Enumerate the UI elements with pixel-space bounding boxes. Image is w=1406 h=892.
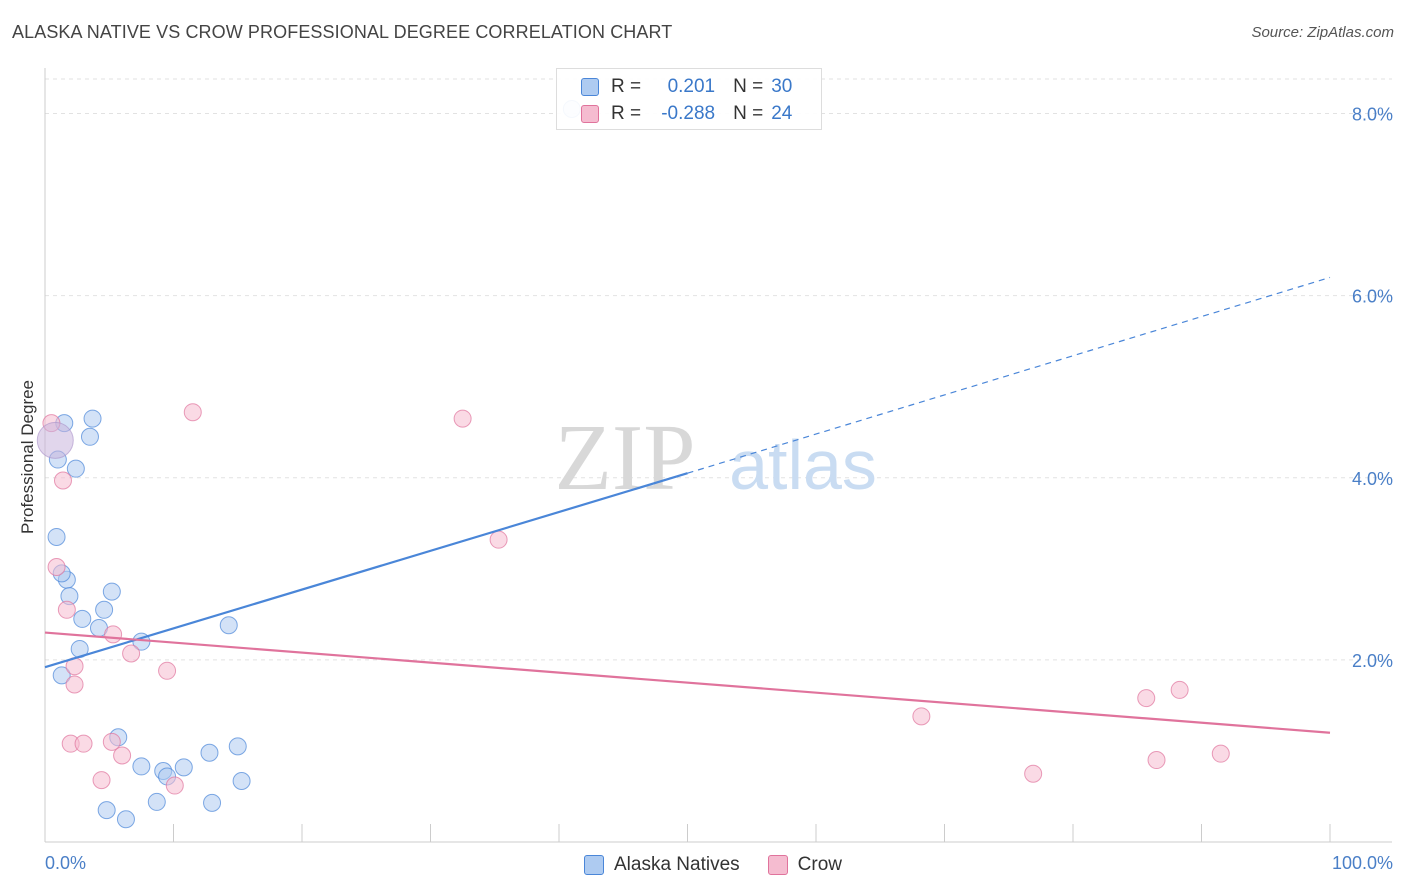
data-point-alaska-natives[interactable] [66, 459, 85, 478]
data-point-alaska-natives[interactable] [116, 810, 135, 829]
stats-swatch-alaska-natives [581, 78, 599, 96]
data-point-crow[interactable] [158, 661, 177, 680]
data-point-crow[interactable] [912, 707, 931, 726]
tick-label-layer: 2.0% 4.0% 6.0% 8.0% 0.0% 100.0% [45, 105, 1393, 873]
trendline-alaska-natives-extension [687, 276, 1331, 474]
legend-swatch-crow [767, 855, 788, 875]
data-point-crow[interactable] [453, 409, 472, 428]
trendline-alaska-natives [44, 472, 688, 669]
legend-label-crow: Crow [797, 854, 843, 875]
r-label: R = [611, 76, 642, 97]
trend-layer [44, 276, 1331, 734]
data-point-alaska-natives[interactable] [203, 793, 222, 812]
grid-layer [45, 78, 1392, 661]
data-point-crow[interactable] [113, 746, 132, 765]
data-point-alaska-natives[interactable] [132, 757, 151, 776]
data-point-alaska-natives[interactable] [102, 582, 121, 601]
stats-row-crow: R = -0.288 N = 24 [581, 102, 792, 126]
data-point-alaska-natives[interactable] [73, 609, 92, 628]
data-point-alaska-natives[interactable] [83, 409, 102, 428]
data-point-crow[interactable] [1170, 680, 1189, 699]
correlation-stats-box: R = 0.201 N = 30 R = -0.288 N = 24 [556, 68, 822, 130]
data-point-crow[interactable] [122, 644, 141, 663]
r-value: 0.201 [667, 76, 716, 97]
data-point-crow[interactable] [74, 734, 93, 753]
data-point-crow[interactable] [53, 471, 72, 490]
data-point-crow[interactable] [1147, 751, 1166, 770]
data-point-crow[interactable] [1211, 744, 1230, 763]
x-tick-label-min: 0.0% [45, 853, 86, 873]
data-point-crow[interactable] [489, 530, 508, 549]
data-point-alaska-natives[interactable] [174, 758, 193, 777]
watermark-atlas: atlas [729, 426, 877, 504]
data-point-crow[interactable] [183, 403, 202, 422]
points-layer [36, 99, 1230, 829]
data-point-alaska-natives[interactable] [232, 771, 251, 790]
chart-title: ALASKA NATIVE VS CROW PROFESSIONAL DEGRE… [12, 22, 673, 42]
data-point-crow[interactable] [104, 625, 123, 644]
data-point-crow[interactable] [65, 675, 84, 694]
data-point-alaska-natives[interactable] [228, 737, 247, 756]
data-point-alaska-natives[interactable] [219, 616, 238, 635]
data-point-alaska-natives[interactable] [97, 801, 116, 820]
data-point-crow[interactable] [165, 776, 184, 795]
data-point-crow[interactable] [1024, 764, 1043, 783]
data-point-alaska-natives[interactable] [95, 600, 114, 619]
y-tick-label: 6.0% [1352, 287, 1393, 307]
data-point-crow[interactable] [92, 771, 111, 790]
legend-item-crow[interactable]: Crow [767, 854, 843, 876]
legend: Alaska Natives Crow [584, 853, 870, 877]
x-tick-label-max: 100.0% [1332, 853, 1393, 873]
n-value: 30 [771, 76, 793, 97]
data-point-crow[interactable] [47, 558, 66, 577]
data-point-cluster[interactable] [36, 421, 74, 459]
r-value: -0.288 [661, 103, 716, 124]
data-point-alaska-natives[interactable] [47, 527, 66, 546]
stats-swatch-crow [581, 105, 599, 123]
watermark: ZIP atlas [555, 406, 877, 510]
stats-row-alaska-natives: R = 0.201 N = 30 [581, 75, 792, 99]
y-tick-label: 8.0% [1352, 105, 1393, 125]
n-label: N = [733, 76, 764, 97]
y-tick-label: 2.0% [1352, 651, 1393, 671]
legend-label-alaska-natives: Alaska Natives [614, 854, 740, 875]
axis-layer [44, 68, 1392, 843]
trendline-crow [44, 631, 1331, 734]
data-point-crow[interactable] [57, 600, 76, 619]
data-point-alaska-natives[interactable] [52, 666, 71, 685]
n-value: 24 [771, 103, 793, 124]
data-point-crow[interactable] [1137, 689, 1156, 708]
watermark-zip: ZIP [555, 406, 696, 510]
n-label: N = [733, 103, 764, 124]
legend-item-alaska-natives[interactable]: Alaska Natives [584, 854, 740, 876]
r-label: R = [611, 103, 642, 124]
data-point-crow[interactable] [102, 732, 121, 751]
data-point-alaska-natives[interactable] [80, 427, 99, 446]
chart-source: Source: ZipAtlas.com [1251, 24, 1394, 41]
data-point-alaska-natives[interactable] [200, 743, 219, 762]
y-tick-label: 4.0% [1352, 469, 1393, 489]
data-point-alaska-natives[interactable] [147, 792, 166, 811]
legend-swatch-alaska-natives [584, 855, 604, 875]
